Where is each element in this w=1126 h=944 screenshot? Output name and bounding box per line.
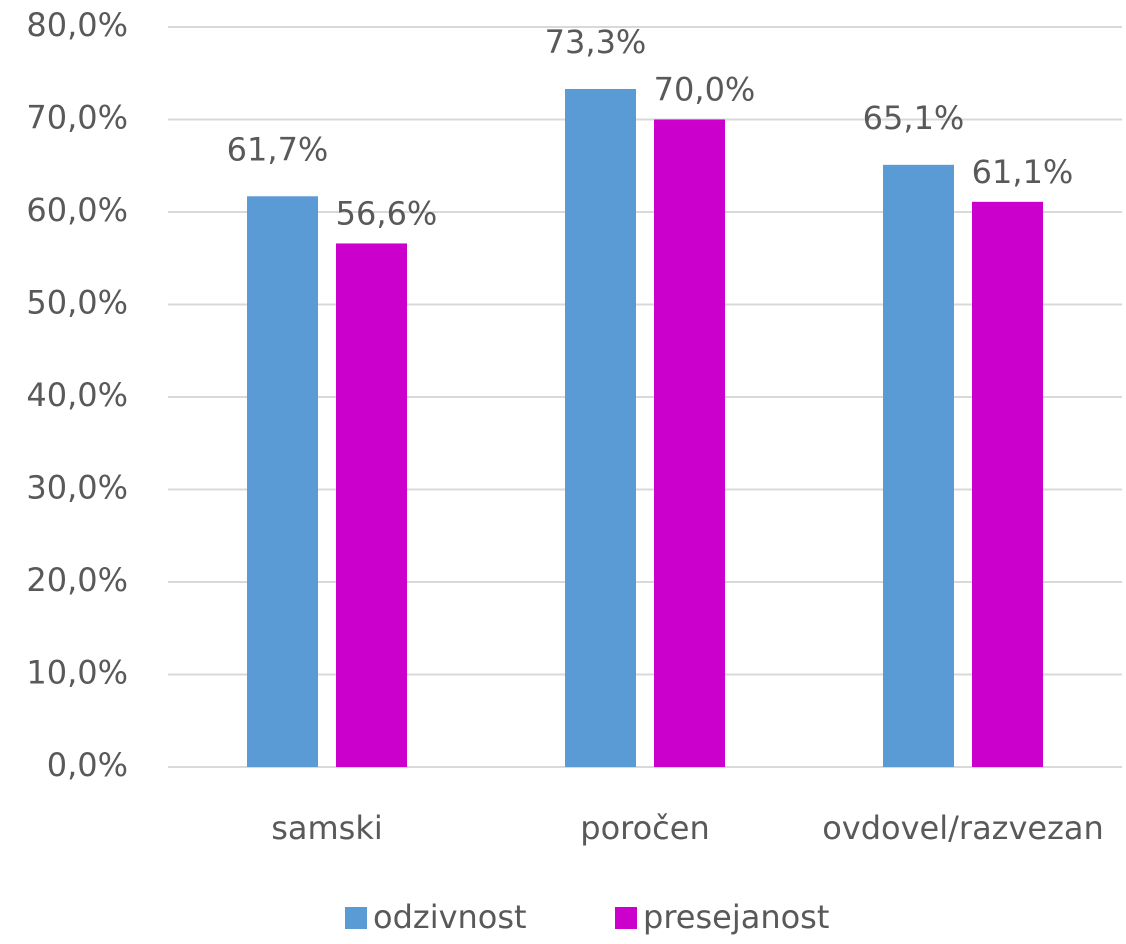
y-tick-label: 30,0%	[26, 469, 128, 507]
y-tick-label: 70,0%	[26, 99, 128, 137]
value-label: 65,1%	[863, 99, 965, 137]
y-tick-label: 0,0%	[47, 746, 128, 784]
legend-swatch	[345, 907, 367, 929]
value-label: 56,6%	[336, 194, 438, 232]
bar	[654, 119, 725, 767]
legend-label: presejanost	[643, 898, 829, 936]
y-tick-label: 20,0%	[26, 561, 128, 599]
y-tick-label: 50,0%	[26, 284, 128, 322]
bar	[247, 196, 318, 767]
value-label: 61,7%	[227, 130, 329, 168]
value-label: 61,1%	[972, 153, 1074, 191]
y-tick-label: 80,0%	[26, 6, 128, 44]
x-tick-label: ovdovel/razvezan	[822, 809, 1104, 847]
bar	[883, 164, 954, 767]
y-tick-label: 60,0%	[26, 191, 128, 229]
bar	[336, 243, 407, 767]
value-label: 73,3%	[545, 23, 647, 61]
value-label: 70,0%	[654, 71, 756, 109]
legend-swatch	[615, 907, 637, 929]
y-tick-label: 10,0%	[26, 654, 128, 692]
bar	[565, 88, 636, 768]
bar	[972, 201, 1043, 767]
y-tick-label: 40,0%	[26, 376, 128, 414]
x-tick-label: poročen	[580, 809, 709, 847]
legend-label: odzivnost	[373, 898, 527, 936]
x-tick-label: samski	[271, 809, 383, 847]
